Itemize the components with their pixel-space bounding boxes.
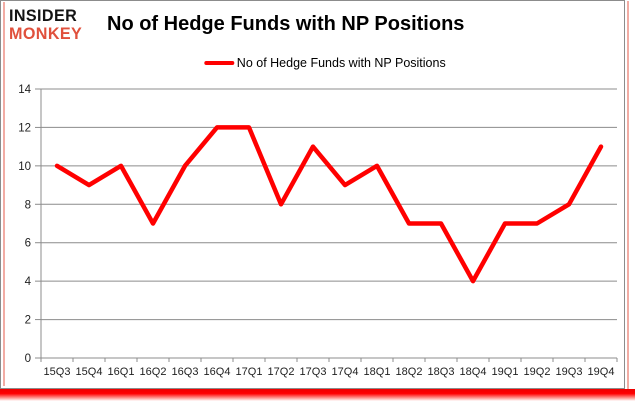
x-tick-label: 15Q4	[76, 366, 103, 378]
chart-title: No of Hedge Funds with NP Positions	[107, 13, 465, 35]
y-tick-label: 2	[25, 315, 31, 327]
x-tick-label: 17Q4	[332, 366, 359, 378]
y-tick-label: 12	[18, 122, 31, 134]
y-tick-label: 6	[25, 238, 31, 250]
legend-label: No of Hedge Funds with NP Positions	[236, 56, 446, 70]
logo-line-monkey: MONKEY	[9, 24, 83, 43]
x-tick-label: 18Q3	[428, 366, 455, 378]
x-tick-label: 17Q1	[236, 366, 263, 378]
x-tick-label: 18Q2	[396, 366, 423, 378]
legend-line-swatch	[203, 61, 234, 65]
y-tick-label: 14	[18, 84, 31, 96]
y-tick-label: 4	[25, 276, 32, 288]
x-tick-label: 16Q4	[204, 366, 231, 378]
left-red-glow	[3, 2, 5, 386]
x-tick-label: 16Q3	[172, 366, 199, 378]
bottom-red-bar	[0, 389, 635, 401]
right-red-glow	[627, 1, 629, 389]
legend: No of Hedge Funds with NP Positions	[203, 56, 446, 70]
x-tick-label: 19Q3	[556, 366, 583, 378]
x-tick-label: 18Q4	[460, 366, 487, 378]
x-tick-label: 19Q4	[588, 366, 615, 378]
logo-line-insider: INSIDER	[9, 6, 78, 25]
x-tick-label: 19Q2	[524, 366, 551, 378]
insider-monkey-logo: INSIDER MONKEY	[9, 7, 82, 43]
x-tick-label: 16Q2	[140, 366, 167, 378]
x-tick-label: 15Q3	[44, 366, 71, 378]
x-tick-label: 16Q1	[108, 366, 135, 378]
y-tick-label: 0	[25, 353, 31, 365]
y-tick-label: 10	[18, 161, 31, 173]
x-tick-label: 18Q1	[364, 366, 391, 378]
chart-frame	[0, 0, 625, 389]
x-tick-label: 19Q1	[492, 366, 519, 378]
series-line	[54, 125, 604, 284]
x-tick-label: 17Q3	[300, 366, 327, 378]
x-tick-label: 17Q2	[268, 366, 295, 378]
y-tick-label: 8	[25, 199, 31, 211]
